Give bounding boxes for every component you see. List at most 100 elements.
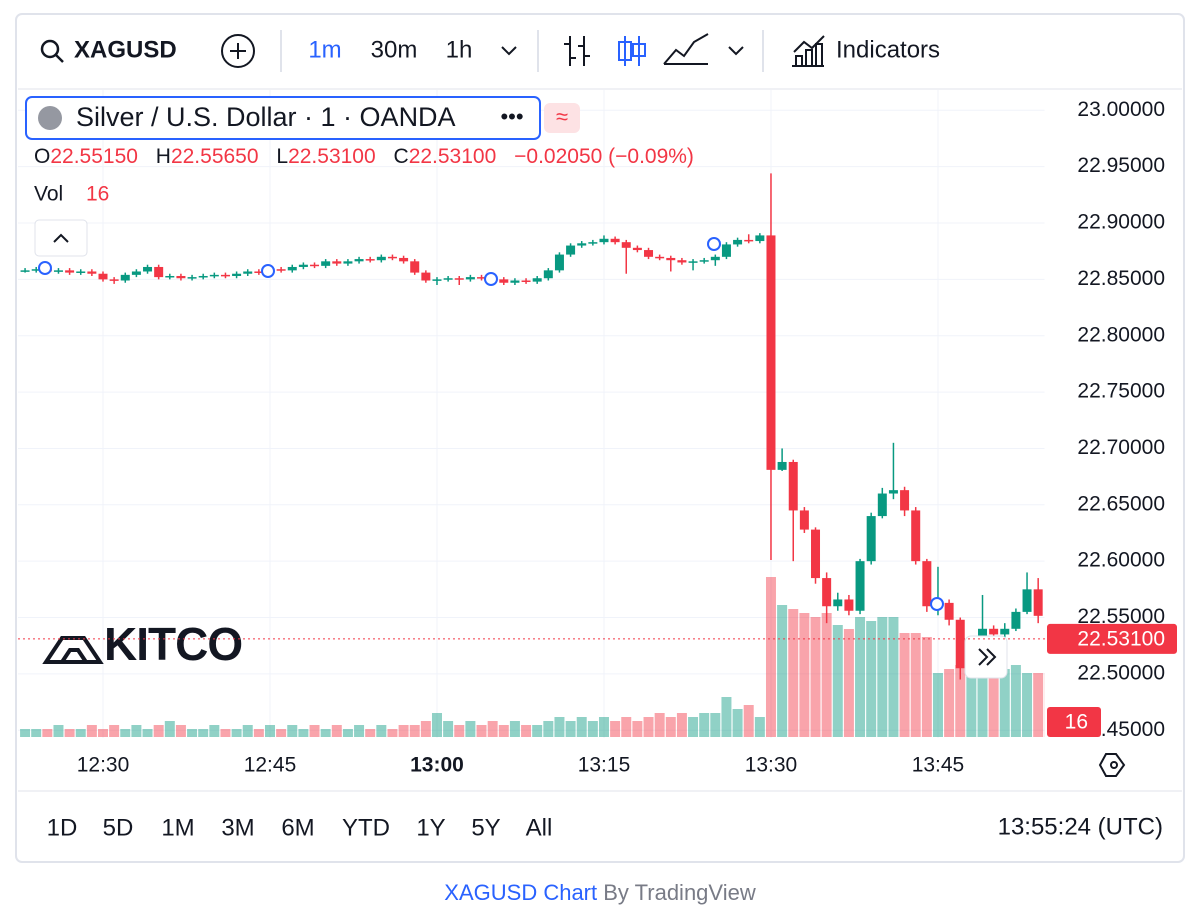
candle-body: [298, 264, 308, 267]
volume-bar: [554, 717, 565, 737]
volume-bar: [264, 725, 275, 737]
interval[interactable]: 1h: [446, 36, 473, 63]
candle-body: [20, 270, 30, 272]
volume-bar: [220, 729, 231, 737]
symbol-logo: [38, 106, 62, 130]
volume-bar: [487, 721, 498, 737]
ohlc-value: 22.53100: [288, 145, 376, 168]
range-button[interactable]: YTD: [342, 814, 390, 841]
ohlc: O22.55150 H22.55650 L22.53100 C22.53100 …: [34, 145, 694, 168]
volume-bar: [910, 633, 921, 737]
volume-title: Vol: [34, 183, 63, 206]
collapse-button[interactable]: [34, 219, 88, 257]
candle-body: [621, 242, 631, 248]
candle-body: [733, 239, 743, 245]
volume-bar: [932, 673, 943, 737]
candle-body: [198, 275, 208, 278]
range-button[interactable]: 1D: [47, 814, 78, 841]
x-tick-label: 13:45: [912, 754, 965, 777]
candle-body: [811, 529, 821, 579]
indicators-icon[interactable]: [792, 35, 825, 67]
last-price-label: 22.53100: [1077, 627, 1165, 650]
compare-button[interactable]: [221, 34, 255, 68]
volume-bar: [710, 713, 721, 737]
volume-bar: [498, 725, 509, 737]
candle-body: [243, 271, 253, 274]
event-marker[interactable]: [38, 261, 52, 275]
volume-bar: [354, 725, 365, 737]
candle-body: [710, 256, 720, 261]
volume-bar: [398, 725, 409, 737]
volume-bar: [643, 717, 654, 737]
volume-bar: [988, 661, 999, 737]
event-marker[interactable]: [930, 597, 944, 611]
watermark-logo: [42, 636, 104, 664]
more-button[interactable]: •••: [500, 104, 523, 129]
symbol[interactable]: XAGUSD: [74, 36, 177, 63]
volume-bar: [187, 729, 198, 737]
event-marker[interactable]: [707, 237, 721, 251]
range-button[interactable]: 1M: [161, 814, 194, 841]
volume-bar: [142, 729, 153, 737]
candle-body: [443, 278, 453, 280]
candle-body: [900, 490, 910, 511]
range-button[interactable]: 6M: [281, 814, 314, 841]
candle-body: [1022, 589, 1032, 612]
x-tick-label: 13:00: [410, 754, 464, 777]
volume-bar: [632, 721, 643, 737]
volume-bar: [754, 717, 765, 737]
volume-bar: [164, 721, 175, 737]
interval[interactable]: 30m: [371, 36, 418, 63]
chevron[interactable]: [728, 46, 744, 56]
volume-bar: [743, 705, 754, 737]
volume-bar: [877, 617, 888, 737]
candle-body: [688, 261, 698, 263]
volume-bar: [376, 725, 387, 737]
range-button[interactable]: 3M: [221, 814, 254, 841]
search-icon[interactable]: [40, 39, 60, 59]
candle-body: [721, 244, 731, 257]
volume-bar: [665, 717, 676, 737]
volume-bar: [732, 709, 743, 737]
candles-icon[interactable]: [618, 36, 646, 66]
range-button[interactable]: 1Y: [416, 814, 445, 841]
legend-box[interactable]: [25, 96, 541, 140]
candle-body: [766, 235, 776, 470]
bars-icon[interactable]: [564, 36, 590, 66]
range-button[interactable]: 5D: [103, 814, 134, 841]
y-tick-label: 22.75000: [1077, 380, 1165, 403]
event-marker[interactable]: [261, 264, 275, 278]
footer-link[interactable]: XAGUSD Chart: [444, 880, 597, 905]
indicators-button[interactable]: Indicators: [836, 36, 940, 63]
settings-icon[interactable]: [1098, 753, 1126, 777]
event-marker[interactable]: [484, 272, 498, 286]
candle-body: [1011, 611, 1021, 629]
interval[interactable]: 1m: [308, 36, 341, 63]
volume-bar: [175, 725, 186, 737]
candle-body: [866, 516, 876, 562]
candle-body: [410, 261, 420, 273]
volume-bar: [53, 725, 64, 737]
last-price-tag: [1047, 623, 1177, 654]
volume-bar: [86, 725, 97, 737]
volume-bar: [276, 729, 287, 737]
candle-body: [543, 270, 553, 279]
range-button[interactable]: All: [526, 814, 553, 841]
volume-bar: [409, 725, 420, 737]
candle-body: [421, 272, 431, 281]
status-badge[interactable]: [544, 103, 580, 133]
plot: [18, 90, 1045, 738]
candle-body: [143, 266, 153, 272]
volume-bar: [331, 725, 342, 737]
volume-bar: [832, 625, 843, 737]
range-button[interactable]: 5Y: [471, 814, 500, 841]
candle-body: [888, 490, 898, 494]
area-icon[interactable]: [663, 33, 709, 65]
candle-body: [855, 561, 865, 611]
candle-body: [755, 235, 765, 242]
volume-bar: [431, 713, 442, 737]
volume-bar: [465, 721, 476, 737]
search-icon-handle: [55, 54, 64, 63]
volume-bar: [98, 729, 108, 737]
chevron[interactable]: [501, 46, 517, 56]
